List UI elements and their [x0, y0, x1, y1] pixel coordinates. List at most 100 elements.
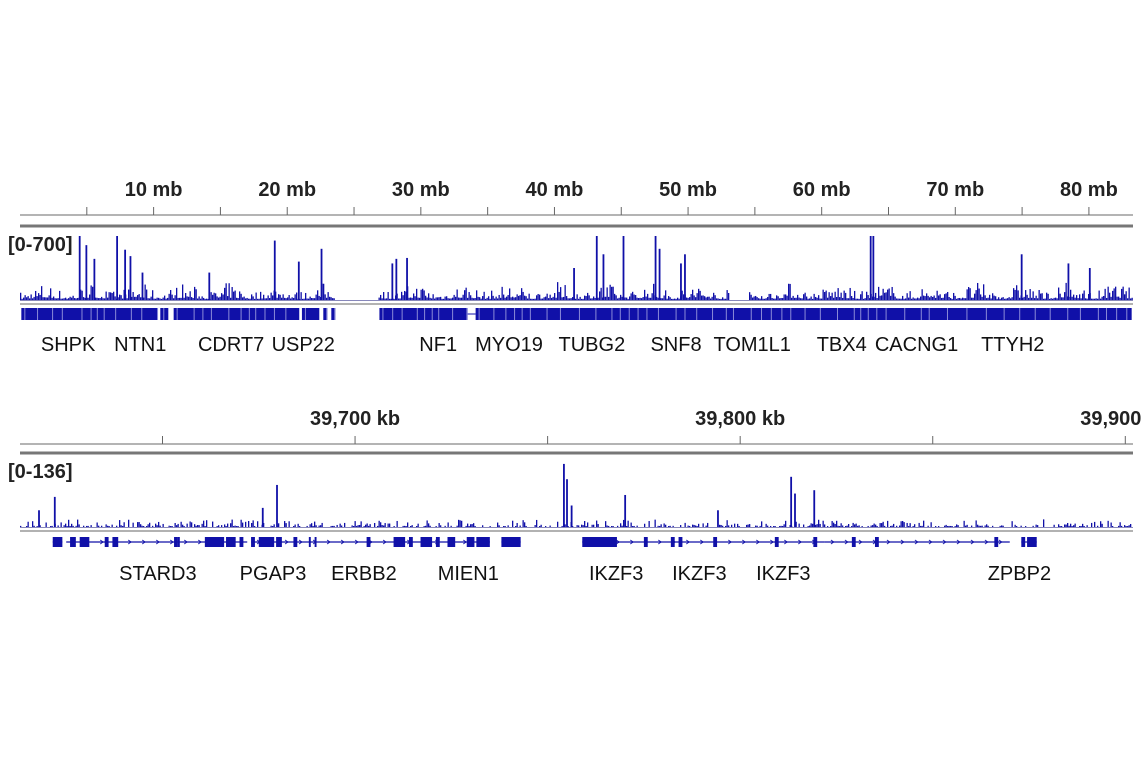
coverage-bar — [941, 297, 943, 300]
coverage-bar — [1043, 298, 1045, 300]
coverage-bar — [842, 525, 844, 527]
gene-block — [160, 308, 169, 320]
strand-arrow — [970, 539, 975, 545]
coverage-bar — [114, 296, 116, 300]
coverage-bar — [357, 525, 359, 527]
coverage-bar — [1109, 292, 1111, 300]
coverage-bar — [473, 298, 475, 300]
coverage-bar — [1061, 297, 1063, 300]
coverage-bar — [57, 525, 59, 527]
coverage-bar — [708, 296, 710, 300]
coverage-bar — [383, 525, 385, 527]
coverage-bar — [36, 526, 38, 527]
coverage-bar — [842, 297, 844, 300]
coverage-bar — [161, 298, 163, 300]
coverage-bar — [231, 519, 233, 527]
coverage-bar — [258, 298, 260, 300]
coverage-bar — [45, 297, 47, 300]
coverage-bar — [959, 297, 961, 300]
coverage-bar — [354, 521, 356, 527]
coverage-bar — [621, 525, 623, 527]
coverage-bar — [971, 525, 973, 527]
coverage-bar — [267, 295, 269, 300]
coverage-bar — [819, 298, 821, 300]
gene-block-gap — [81, 308, 83, 320]
gene-block — [21, 308, 158, 320]
coverage-bar — [105, 524, 107, 527]
coverage-bar — [755, 295, 757, 300]
coverage-bar — [416, 526, 418, 527]
coverage-bar — [194, 524, 196, 527]
coverage-bar — [195, 289, 197, 300]
coverage-bar — [1100, 298, 1102, 300]
coverage-bar — [848, 524, 850, 527]
exon — [420, 537, 433, 547]
coverage-bar — [1019, 297, 1021, 300]
coverage-bar — [839, 526, 841, 527]
coverage-bar — [389, 523, 391, 527]
coverage-bar — [408, 297, 410, 300]
coverage-bar — [947, 291, 949, 300]
coverage-bar — [444, 525, 446, 527]
gene-block-gap — [61, 308, 63, 320]
coverage-bar — [893, 293, 895, 300]
coverage-bar — [1121, 525, 1123, 527]
coverage-bar — [171, 294, 173, 300]
coverage-bar — [71, 523, 73, 527]
coverage-bar — [507, 525, 509, 527]
coverage-bar — [416, 288, 418, 300]
coverage-bar — [696, 293, 698, 300]
coverage-bar — [798, 523, 800, 527]
exon — [52, 537, 63, 547]
coverage-bar — [905, 298, 907, 300]
coverage-bar — [210, 292, 212, 300]
exon — [1021, 537, 1026, 547]
coverage-bar — [885, 292, 887, 300]
coverage-bar — [1121, 288, 1123, 300]
gene-block-gap — [732, 308, 734, 320]
coverage-bar — [108, 526, 110, 527]
coverage-bar — [401, 291, 403, 300]
coverage-bar — [617, 525, 619, 527]
gene-block-gap — [37, 308, 39, 320]
coverage-bar — [317, 290, 319, 300]
coverage-bar — [1118, 525, 1120, 527]
coverage-bar — [689, 525, 691, 527]
coverage-bar — [1061, 526, 1063, 527]
coverage-bar — [773, 526, 775, 527]
coverage-bar — [128, 289, 130, 300]
gene-block-gap — [804, 308, 806, 320]
coverage-bar — [596, 520, 598, 527]
coverage-bar — [369, 524, 371, 527]
coverage-bar — [399, 298, 401, 300]
coverage-bar — [441, 298, 443, 300]
gene-block-gap — [675, 308, 677, 320]
coverage-bar — [759, 525, 761, 527]
coverage-bar — [87, 297, 89, 300]
coverage-bar — [1031, 297, 1033, 300]
coverage-bar — [687, 297, 689, 300]
coverage-bar — [807, 298, 809, 300]
coverage-bar — [518, 295, 520, 300]
coverage-bar — [1092, 298, 1094, 300]
coverage-bar — [569, 298, 571, 300]
coverage-bar — [465, 525, 467, 527]
coverage-bar — [614, 293, 616, 300]
coverage-bar — [120, 295, 122, 300]
coverage-peak — [395, 258, 398, 300]
coverage-bar — [540, 524, 542, 527]
coverage-bar — [1020, 525, 1022, 527]
gene-block-gap — [876, 308, 878, 320]
coverage-bar — [984, 525, 986, 527]
coverage-bar — [653, 283, 655, 300]
coverage-bar — [278, 294, 280, 300]
coverage-bar — [20, 525, 22, 527]
coverage-bar — [1110, 296, 1112, 300]
coverage-bar — [1035, 295, 1037, 300]
strand-arrow — [463, 539, 467, 545]
coverage-bar — [911, 298, 913, 300]
coverage-bar — [935, 297, 937, 300]
coverage-bar — [857, 298, 859, 300]
coverage-bar — [27, 296, 29, 300]
coverage-bar — [623, 519, 625, 527]
